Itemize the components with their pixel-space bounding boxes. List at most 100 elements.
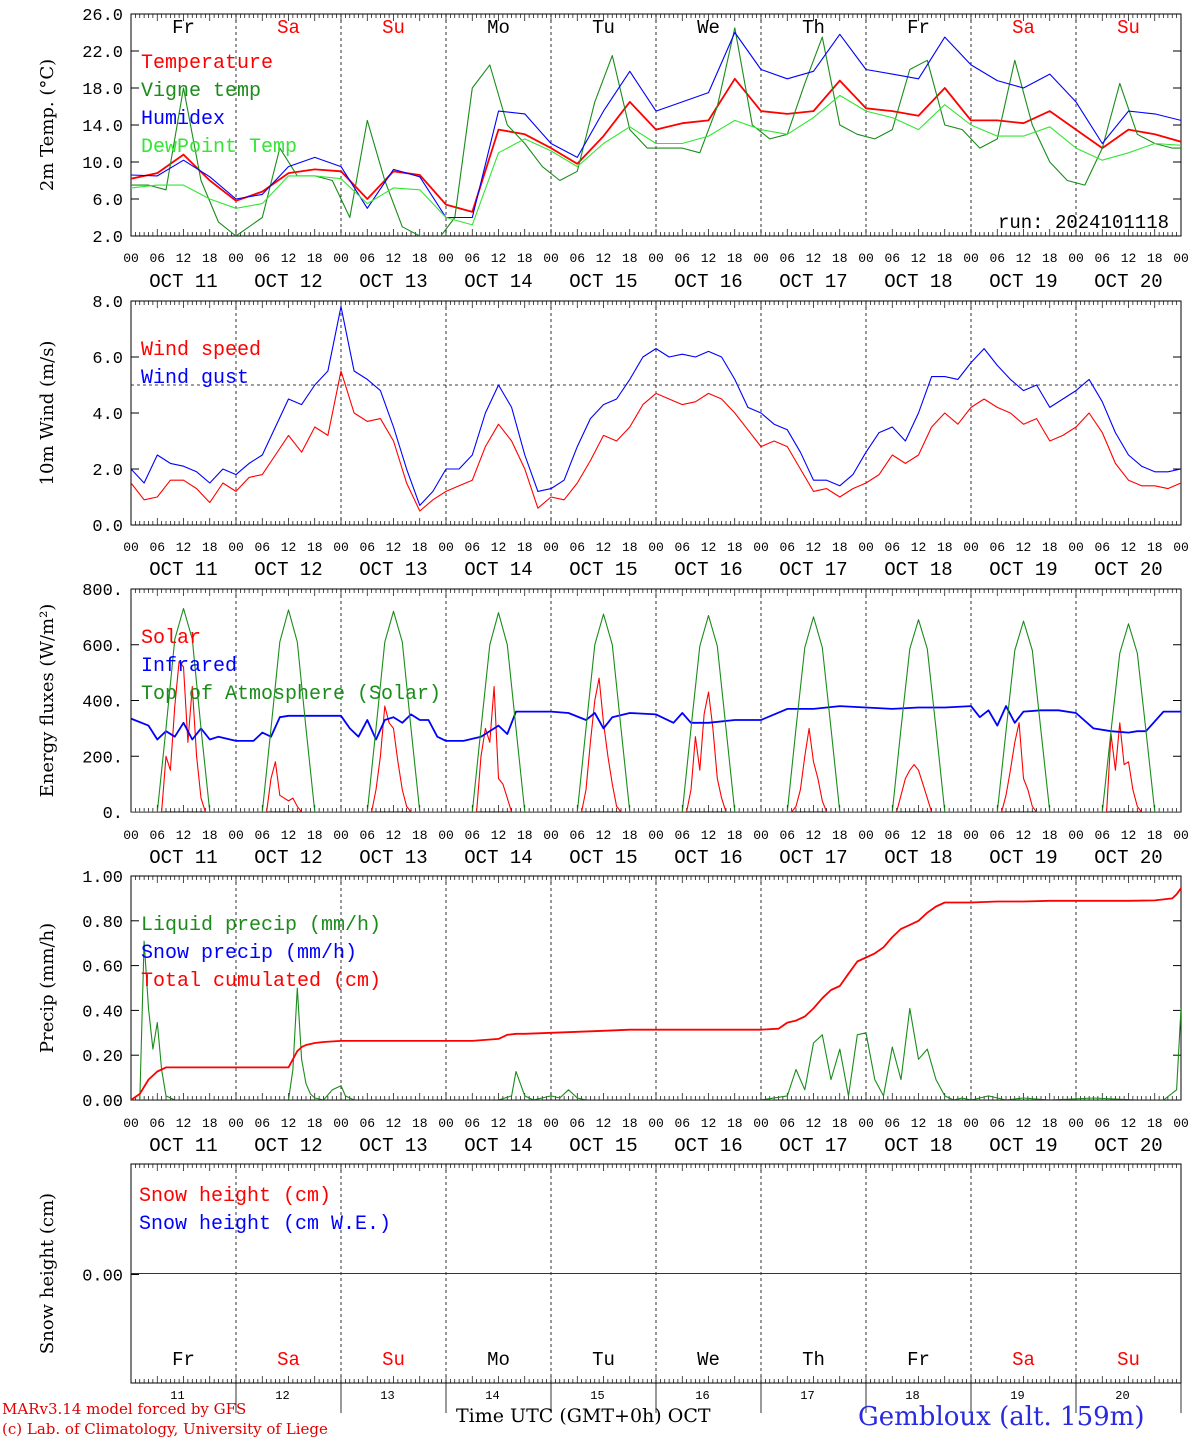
hour-tick-label: 12 — [386, 251, 402, 266]
series-line-1 — [131, 370, 1181, 512]
hour-tick-label: 06 — [779, 540, 795, 555]
model-credit: MARv3.14 model forced by GFS — [2, 1400, 247, 1418]
series-line-3 — [131, 887, 1181, 1100]
month-day-label: OCT 14 — [464, 559, 532, 581]
month-day-label: OCT 19 — [989, 271, 1057, 293]
series-line-1 — [131, 940, 1181, 1100]
hour-tick-label: 00 — [438, 828, 454, 843]
legend-entry: Solar — [141, 627, 201, 650]
hour-tick-label: 00 — [648, 1116, 664, 1131]
weekday-label: Sa — [277, 17, 300, 39]
hour-tick-label: 18 — [1147, 828, 1163, 843]
weekday-label: Fr — [172, 1349, 195, 1371]
hour-tick-label: 06 — [254, 251, 270, 266]
legend-entry: Infrared — [141, 655, 237, 678]
hour-tick-label: 00 — [1173, 251, 1189, 266]
month-day-label: OCT 15 — [569, 271, 637, 293]
hour-tick-label: 12 — [281, 828, 297, 843]
hour-tick-label: 18 — [727, 828, 743, 843]
hour-tick-label: 06 — [674, 828, 690, 843]
day-number: 15 — [590, 1389, 604, 1403]
y-tick-label: 22.0 — [82, 44, 123, 63]
hour-tick-label: 06 — [1094, 251, 1110, 266]
hour-tick-label: 18 — [1147, 540, 1163, 555]
hour-tick-label: 18 — [622, 1116, 638, 1131]
hour-tick-label: 00 — [753, 540, 769, 555]
hour-tick-label: 12 — [596, 828, 612, 843]
hour-tick-label: 12 — [806, 251, 822, 266]
hour-tick-label: 00 — [753, 828, 769, 843]
y-tick-label: 0.20 — [82, 1048, 123, 1067]
hour-tick-label: 00 — [858, 828, 874, 843]
hour-tick-label: 06 — [359, 540, 375, 555]
month-day-label: OCT 14 — [464, 1135, 532, 1157]
month-day-label: OCT 20 — [1094, 1135, 1162, 1157]
hour-tick-label: 12 — [701, 540, 717, 555]
hour-tick-label: 00 — [858, 540, 874, 555]
month-day-label: OCT 17 — [779, 847, 847, 869]
hour-tick-label: 00 — [1173, 828, 1189, 843]
hour-tick-label: 00 — [1173, 1116, 1189, 1131]
month-day-label: OCT 11 — [149, 559, 217, 581]
series-line-4 — [131, 94, 1181, 226]
legend-entry: Wind gust — [141, 367, 249, 390]
hour-tick-label: 18 — [832, 540, 848, 555]
hour-tick-label: 06 — [149, 1116, 165, 1131]
day-number: 12 — [275, 1389, 289, 1403]
hour-tick-label: 06 — [464, 828, 480, 843]
hour-tick-label: 00 — [753, 1116, 769, 1131]
hour-tick-label: 00 — [1173, 540, 1189, 555]
month-day-label: OCT 15 — [569, 1135, 637, 1157]
legend-entry: Snow precip (mm/h) — [141, 942, 357, 965]
hour-tick-label: 12 — [281, 251, 297, 266]
hour-tick-label: 18 — [307, 828, 323, 843]
hour-tick-label: 18 — [832, 828, 848, 843]
hour-tick-label: 00 — [123, 828, 139, 843]
hour-tick-label: 06 — [464, 251, 480, 266]
month-day-label: OCT 20 — [1094, 559, 1162, 581]
hour-tick-label: 06 — [884, 1116, 900, 1131]
month-day-label: OCT 12 — [254, 559, 322, 581]
hour-tick-label: 00 — [1068, 540, 1084, 555]
hour-tick-label: 06 — [254, 1116, 270, 1131]
hour-tick-label: 12 — [176, 828, 192, 843]
hour-tick-label: 12 — [1121, 1116, 1137, 1131]
legend-entry: Top of Atmosphere (Solar) — [141, 683, 441, 706]
y-axis-label: Energy fluxes (W/m²) — [37, 604, 58, 798]
month-day-label: OCT 13 — [359, 559, 427, 581]
run-annotation: run: 2024101118 — [998, 212, 1169, 234]
y-tick-label: 2.0 — [92, 229, 123, 248]
hour-tick-label: 12 — [176, 1116, 192, 1131]
hour-tick-label: 06 — [989, 1116, 1005, 1131]
hour-tick-label: 12 — [491, 1116, 507, 1131]
series-line-2 — [131, 306, 1181, 506]
month-day-label: OCT 16 — [674, 271, 742, 293]
hour-tick-label: 06 — [1094, 1116, 1110, 1131]
time-axis-label: Time UTC (GMT+0h) OCT — [456, 1405, 711, 1427]
day-number: 11 — [170, 1389, 184, 1403]
hour-tick-label: 12 — [911, 1116, 927, 1131]
hour-tick-label: 18 — [412, 251, 428, 266]
hour-tick-label: 12 — [491, 251, 507, 266]
legend-entry: Temperature — [141, 52, 273, 75]
hour-tick-label: 18 — [517, 540, 533, 555]
hour-tick-label: 06 — [674, 1116, 690, 1131]
hour-tick-label: 00 — [963, 251, 979, 266]
weekday-label: Mo — [487, 1349, 510, 1371]
month-day-label: OCT 17 — [779, 271, 847, 293]
y-tick-label: 8.0 — [92, 294, 123, 313]
hour-tick-label: 12 — [701, 828, 717, 843]
hour-tick-label: 12 — [911, 540, 927, 555]
hour-tick-label: 00 — [648, 251, 664, 266]
hour-tick-label: 06 — [359, 828, 375, 843]
hour-tick-label: 12 — [806, 540, 822, 555]
hour-tick-label: 18 — [1042, 1116, 1058, 1131]
month-day-label: OCT 18 — [884, 271, 952, 293]
hour-tick-label: 06 — [569, 828, 585, 843]
month-day-label: OCT 16 — [674, 559, 742, 581]
weekday-label: Fr — [172, 17, 195, 39]
weekday-label: Sa — [277, 1349, 300, 1371]
month-day-label: OCT 12 — [254, 1135, 322, 1157]
hour-tick-label: 18 — [307, 540, 323, 555]
